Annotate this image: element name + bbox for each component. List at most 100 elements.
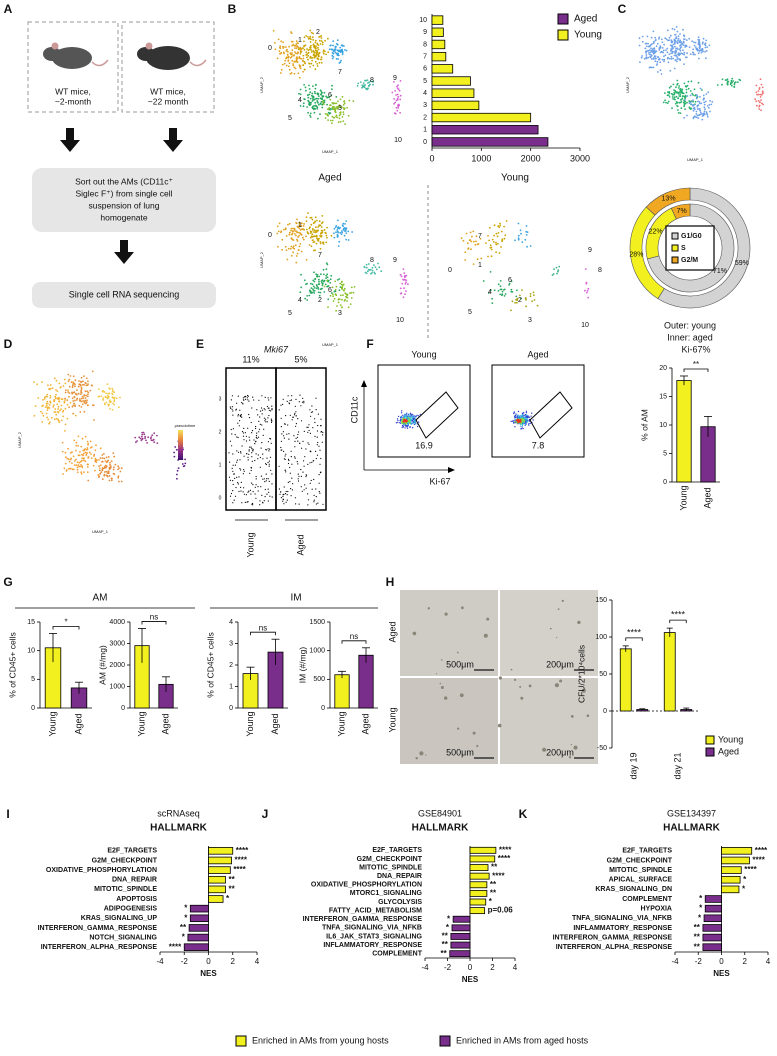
cell-dot	[310, 479, 312, 482]
cell-dot	[533, 299, 536, 301]
cell-dot	[41, 405, 43, 407]
sig-bracket	[250, 631, 276, 636]
y-tick-label: APOPTOSIS	[116, 896, 157, 903]
cell-dot	[47, 418, 50, 421]
cell-dot	[674, 51, 677, 54]
cell-dot	[289, 52, 292, 55]
cell-dot	[466, 242, 469, 245]
cell-dot	[301, 401, 304, 403]
bar	[452, 915, 471, 923]
cell-dot	[142, 431, 145, 434]
cell-dot	[510, 288, 513, 291]
cell-dot	[109, 408, 111, 410]
step-text: Siglec F⁺) from single cell	[75, 188, 172, 198]
cell-dot	[302, 102, 305, 105]
cell-dot	[685, 91, 688, 94]
cell-dot	[306, 231, 309, 233]
cell-dot	[175, 448, 178, 451]
cell-dot	[261, 424, 263, 426]
y-tick-label: MITOTIC_SPINDLE	[359, 864, 422, 871]
cell-dot	[240, 481, 242, 483]
cell-dot	[530, 415, 532, 417]
cell-dot	[77, 392, 80, 395]
cell-dot	[242, 397, 244, 399]
cell-dot	[321, 279, 324, 282]
cell-dot	[405, 279, 408, 282]
cell-dot	[55, 379, 58, 382]
cell-dot	[762, 92, 764, 95]
cell-dot	[251, 456, 253, 458]
cell-dot	[311, 283, 314, 286]
cell-dot	[287, 223, 289, 226]
cell-dot	[109, 463, 111, 466]
legend-label: Enriched in AMs from aged hosts	[456, 1035, 589, 1045]
cell-dot	[300, 405, 302, 407]
cell-dot	[333, 297, 336, 300]
cell-dot	[309, 35, 312, 38]
cell-dot	[503, 225, 505, 228]
cell-dot	[510, 309, 512, 312]
cell-dot	[231, 408, 233, 410]
cell-dot	[648, 52, 650, 54]
cell-dot	[235, 408, 237, 410]
bar	[469, 889, 488, 897]
cell-dot	[324, 283, 327, 286]
cell-dot	[274, 48, 277, 51]
cell-dot	[80, 388, 83, 390]
cell-dot	[351, 231, 353, 233]
cell-dot	[317, 424, 319, 427]
cell-dot	[94, 457, 97, 460]
cell-dot	[314, 41, 317, 44]
cell-dot	[104, 460, 107, 462]
cell-dot	[153, 432, 156, 435]
cell-dot	[500, 246, 502, 248]
cell-dot	[74, 385, 76, 388]
cell-dot	[647, 45, 650, 48]
cell-dot	[308, 429, 310, 432]
cell-dot	[305, 448, 307, 450]
cell-dot	[287, 395, 289, 397]
cell-dot	[326, 285, 329, 288]
cell-dot	[339, 113, 342, 116]
colony	[520, 696, 524, 700]
cell-dot	[268, 491, 270, 493]
cell-dot	[692, 94, 694, 96]
cell-dot	[653, 55, 656, 58]
cell-dot	[231, 433, 233, 435]
colony	[577, 620, 581, 625]
cell-dot	[697, 52, 700, 55]
cell-dot	[331, 102, 334, 104]
cell-dot	[674, 33, 677, 36]
cell-dot	[78, 404, 81, 407]
cell-dot	[678, 41, 681, 44]
bar	[431, 51, 447, 62]
cell-dot	[314, 39, 317, 42]
cell-dot	[293, 414, 296, 416]
cell-dot	[293, 66, 296, 69]
cell-dot	[82, 400, 84, 402]
cell-dot	[667, 91, 669, 94]
cell-dot	[331, 48, 333, 51]
sig-label: **	[228, 875, 235, 884]
cell-dot	[302, 236, 304, 239]
cell-dot	[496, 243, 499, 245]
cell-dot	[262, 478, 264, 480]
cell-dot	[256, 409, 258, 411]
cell-dot	[587, 296, 590, 299]
y-tick-label: APICAL_SURFACE	[609, 877, 673, 884]
cell-dot	[313, 271, 315, 274]
cell-dot	[489, 226, 491, 229]
cell-dot	[295, 234, 297, 237]
cell-dot	[320, 61, 323, 64]
cell-dot	[309, 29, 312, 32]
cell-dot	[341, 286, 344, 289]
cell-dot	[99, 447, 102, 450]
cell-dot	[289, 414, 291, 416]
cell-dot	[310, 282, 312, 285]
cell-dot	[326, 103, 328, 106]
cell-dot	[523, 418, 525, 421]
cell-dot	[268, 450, 270, 452]
cell-dot	[284, 455, 286, 457]
cell-dot	[247, 427, 249, 429]
cell-dot	[337, 219, 339, 222]
